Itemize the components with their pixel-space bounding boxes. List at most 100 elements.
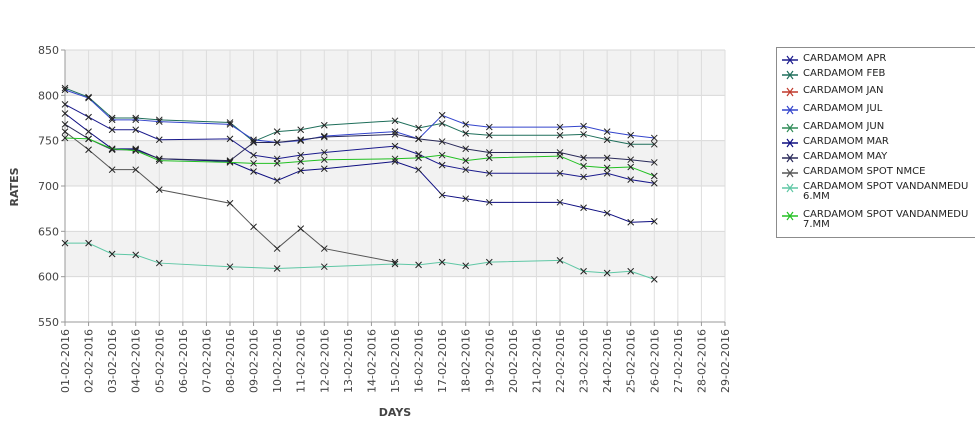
marker-stroke xyxy=(85,239,92,247)
data-point xyxy=(485,123,493,131)
marker-stroke xyxy=(273,265,281,272)
marker-stroke xyxy=(250,223,257,231)
data-point xyxy=(438,138,446,145)
marker-stroke xyxy=(132,116,140,124)
data-point xyxy=(297,136,305,144)
marker-stroke xyxy=(580,130,587,138)
chart-legend: CARDAMOM APR CARDAMOM FEB CARDAMOM JAN CARD… xyxy=(776,47,975,238)
marker-stroke xyxy=(580,122,587,130)
data-point xyxy=(580,204,587,212)
legend-item: CARDAMOM JUL xyxy=(781,104,975,116)
marker-stroke xyxy=(627,140,635,148)
data-point xyxy=(438,191,446,199)
x-tick-label: 07-02-2016 xyxy=(200,329,213,393)
marker-stroke xyxy=(132,126,140,134)
marker-stroke xyxy=(462,262,470,270)
x-tick-label: 25-02-2016 xyxy=(625,329,638,393)
marker-stroke xyxy=(132,146,140,154)
legend-x xyxy=(786,105,794,115)
marker-stroke xyxy=(297,225,305,232)
data-point xyxy=(650,218,658,225)
data-point xyxy=(108,126,116,134)
marker-stroke xyxy=(61,86,69,94)
marker-stroke xyxy=(627,163,635,171)
marker-stroke xyxy=(155,157,163,164)
data-point xyxy=(297,225,305,232)
marker-stroke xyxy=(650,172,658,180)
marker-stroke xyxy=(650,179,658,187)
series-cardamom-spot-vandanmedu-7-mm xyxy=(61,134,658,180)
data-point xyxy=(603,169,611,177)
data-point xyxy=(462,145,470,153)
data-point xyxy=(85,239,92,247)
x-tick-label: 01-02-2016 xyxy=(59,329,72,393)
y-tick-label: 600 xyxy=(38,271,59,284)
data-point xyxy=(391,155,399,163)
data-point xyxy=(438,161,446,169)
marker-stroke xyxy=(250,136,257,144)
x-tick-label: 11-02-2016 xyxy=(295,329,308,393)
data-point xyxy=(250,223,257,231)
y-tick-label: 800 xyxy=(38,89,59,102)
data-point xyxy=(580,267,587,275)
marker-stroke xyxy=(61,239,69,247)
marker-stroke xyxy=(415,135,422,143)
data-point xyxy=(603,136,611,144)
marker-stroke xyxy=(391,130,399,138)
marker-stroke xyxy=(485,131,493,139)
legend-marker-icon xyxy=(782,153,798,163)
data-point xyxy=(61,239,69,247)
x-axis-ticks: 01-02-2016 02-02-2016 03-02-2016 04-02-2016… xyxy=(59,322,732,393)
marker-stroke xyxy=(85,146,92,154)
data-point xyxy=(485,149,493,156)
marker-stroke xyxy=(250,159,257,167)
marker-stroke xyxy=(438,138,446,145)
marker-stroke xyxy=(603,209,611,217)
legend-label: CARDAMOM FEB xyxy=(803,68,886,79)
data-point xyxy=(627,267,635,275)
y-axis-ticks: 550 600 650 700 750 800 850 xyxy=(38,44,65,329)
data-point xyxy=(391,128,399,135)
legend-item: CARDAMOM JAN xyxy=(781,86,975,98)
data-point xyxy=(108,166,116,174)
series-line xyxy=(65,242,655,280)
marker-stroke xyxy=(438,258,446,266)
legend-x xyxy=(786,168,794,178)
marker-stroke xyxy=(273,128,281,135)
x-tick-label: 08-02-2016 xyxy=(224,329,237,393)
data-point xyxy=(250,159,257,167)
marker-stroke xyxy=(556,198,564,206)
data-point xyxy=(61,101,69,108)
data-point xyxy=(556,152,564,160)
data-point xyxy=(250,136,257,144)
data-point xyxy=(132,116,140,124)
data-point xyxy=(297,151,305,159)
data-point xyxy=(250,168,257,175)
data-point xyxy=(462,130,470,137)
legend-item: CARDAMOM JUN xyxy=(781,122,975,134)
data-point xyxy=(650,140,658,148)
marker-stroke xyxy=(85,94,92,102)
data-point xyxy=(462,166,470,174)
data-point xyxy=(297,126,305,134)
marker-stroke xyxy=(155,259,163,267)
marker-stroke xyxy=(603,136,611,144)
marker-stroke xyxy=(108,250,116,258)
x-tick-label: 27-02-2016 xyxy=(672,329,685,393)
data-point xyxy=(485,169,493,177)
marker-stroke xyxy=(297,151,305,159)
data-point xyxy=(61,120,69,128)
data-point xyxy=(627,163,635,171)
marker-stroke xyxy=(650,134,658,142)
data-point xyxy=(85,93,92,101)
data-point xyxy=(580,173,587,181)
marker-stroke xyxy=(297,136,305,144)
marker-stroke xyxy=(485,198,493,206)
data-point xyxy=(462,262,470,270)
data-point xyxy=(132,147,140,154)
marker-stroke xyxy=(250,151,257,159)
marker-stroke xyxy=(297,158,305,165)
series-line xyxy=(64,137,655,177)
marker-stroke xyxy=(580,154,587,162)
legend-x xyxy=(786,87,794,97)
